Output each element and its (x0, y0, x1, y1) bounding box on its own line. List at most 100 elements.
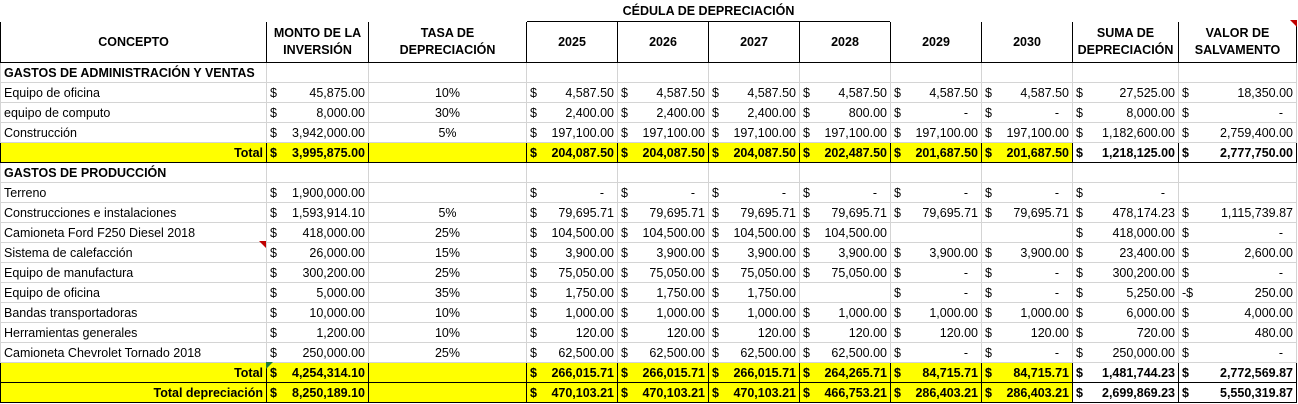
year-value-cell[interactable]: $104,500.00 (526, 222, 618, 243)
empty-cell[interactable] (617, 62, 709, 83)
total-label[interactable]: Total (0, 362, 267, 383)
total-year-value[interactable]: $204,087.50 (617, 142, 709, 163)
sum-cell[interactable]: $720.00 (1072, 322, 1179, 343)
year-value-cell[interactable]: $ - (981, 262, 1073, 283)
year-value-cell[interactable]: $79,695.71 (890, 202, 982, 223)
salvage-cell[interactable]: $ - (1178, 262, 1297, 283)
investment-cell[interactable]: $418,000.00 (266, 222, 369, 243)
investment-cell[interactable]: $1,900,000.00 (266, 182, 369, 203)
rate-cell[interactable]: 5% (368, 122, 527, 143)
year-value-cell[interactable]: $3,900.00 (799, 242, 891, 263)
year-value-cell[interactable]: $75,050.00 (799, 262, 891, 283)
investment-cell[interactable]: $1,200.00 (266, 322, 369, 343)
sum-cell[interactable]: $418,000.00 (1072, 222, 1179, 243)
concept-cell[interactable]: Bandas transportadoras (0, 302, 267, 323)
empty-cell[interactable] (890, 62, 982, 83)
salvage-cell[interactable]: $ - (1178, 222, 1297, 243)
sum-cell[interactable]: $300,200.00 (1072, 262, 1179, 283)
total-investment[interactable]: $4,254,314.10 (266, 362, 369, 383)
year-value-cell[interactable]: $79,695.71 (981, 202, 1073, 223)
investment-cell[interactable]: $3,942,000.00 (266, 122, 369, 143)
year-value-cell[interactable]: $62,500.00 (526, 342, 618, 363)
year-value-cell[interactable]: $4,587.50 (890, 82, 982, 103)
year-value-cell[interactable]: $4,587.50 (708, 82, 800, 103)
year-value-cell[interactable]: $79,695.71 (799, 202, 891, 223)
comment-indicator[interactable] (259, 241, 266, 248)
empty-cell[interactable] (266, 62, 369, 83)
year-value-cell[interactable]: $4,587.50 (981, 82, 1073, 103)
year-value-cell[interactable]: $197,100.00 (708, 122, 800, 143)
total-year-value[interactable]: $266,015.71 (617, 362, 709, 383)
year-value-cell[interactable]: $ - (981, 182, 1073, 203)
concept-cell[interactable]: Camioneta Ford F250 Diesel 2018 (0, 222, 267, 243)
year-value-cell[interactable]: $75,050.00 (708, 262, 800, 283)
year-value-cell[interactable]: $800.00 (799, 102, 891, 123)
total-sum[interactable]: $1,481,744.23 (1072, 362, 1179, 383)
concept-cell[interactable]: Equipo de oficina (0, 82, 267, 103)
concept-cell[interactable]: Construcciones e instalaciones (0, 202, 267, 223)
total-year-value[interactable]: $202,487.50 (799, 142, 891, 163)
sum-cell[interactable]: $ - (1072, 182, 1179, 203)
year-value-cell[interactable]: $2,400.00 (526, 102, 618, 123)
sum-cell[interactable]: $27,525.00 (1072, 82, 1179, 103)
total-year-value[interactable]: $84,715.71 (890, 362, 982, 383)
sum-cell[interactable]: $1,182,600.00 (1072, 122, 1179, 143)
year-value-cell[interactable]: $62,500.00 (708, 342, 800, 363)
total-rate-blank[interactable] (368, 362, 527, 383)
year-value-cell[interactable]: $197,100.00 (981, 122, 1073, 143)
concept-cell[interactable]: Sistema de calefacción (0, 242, 267, 263)
total-year-value[interactable]: $286,403.21 (981, 382, 1073, 403)
year-value-cell[interactable]: $ - (890, 262, 982, 283)
total-year-value[interactable]: $466,753.21 (799, 382, 891, 403)
header-year[interactable]: 2025 (526, 21, 618, 63)
header-monto[interactable]: MONTO DE LA INVERSIÓN (266, 21, 369, 63)
year-value-cell[interactable]: $62,500.00 (799, 342, 891, 363)
empty-cell[interactable] (1178, 162, 1297, 183)
salvage-cell[interactable]: -$ 250.00 (1178, 282, 1297, 303)
year-value-cell[interactable]: $1,000.00 (890, 302, 982, 323)
header-suma[interactable]: SUMA DE DEPRECIACIÓN (1072, 21, 1179, 63)
year-value-cell[interactable]: $3,900.00 (708, 242, 800, 263)
year-value-cell[interactable]: $104,500.00 (617, 222, 709, 243)
year-value-cell[interactable]: $197,100.00 (526, 122, 618, 143)
empty-cell[interactable] (890, 162, 982, 183)
year-value-cell[interactable] (890, 222, 982, 243)
header-year[interactable]: 2029 (890, 21, 982, 63)
empty-cell[interactable] (1072, 162, 1179, 183)
salvage-cell[interactable]: $1,115,739.87 (1178, 202, 1297, 223)
year-value-cell[interactable]: $1,000.00 (708, 302, 800, 323)
total-rate-blank[interactable] (368, 382, 527, 403)
year-value-cell[interactable]: $197,100.00 (890, 122, 982, 143)
salvage-cell[interactable]: $4,000.00 (1178, 302, 1297, 323)
investment-cell[interactable]: $10,000.00 (266, 302, 369, 323)
year-value-cell[interactable]: $120.00 (799, 322, 891, 343)
year-value-cell[interactable]: $2,400.00 (617, 102, 709, 123)
investment-cell[interactable]: $8,000.00 (266, 102, 369, 123)
year-value-cell[interactable] (981, 222, 1073, 243)
empty-cell[interactable] (368, 162, 527, 183)
empty-cell[interactable] (368, 62, 527, 83)
total-label[interactable]: Total (0, 142, 267, 163)
total-year-value[interactable]: $264,265.71 (799, 362, 891, 383)
empty-cell[interactable] (617, 162, 709, 183)
year-value-cell[interactable]: $197,100.00 (617, 122, 709, 143)
year-value-cell[interactable]: $62,500.00 (617, 342, 709, 363)
total-year-value[interactable]: $470,103.21 (617, 382, 709, 403)
year-value-cell[interactable]: $3,900.00 (981, 242, 1073, 263)
year-value-cell[interactable]: $75,050.00 (526, 262, 618, 283)
rate-cell[interactable] (368, 182, 527, 203)
year-value-cell[interactable]: $79,695.71 (708, 202, 800, 223)
total-year-value[interactable]: $266,015.71 (526, 362, 618, 383)
header-year[interactable]: 2027 (708, 21, 800, 63)
year-value-cell[interactable]: $3,900.00 (617, 242, 709, 263)
total-year-value[interactable]: $204,087.50 (526, 142, 618, 163)
year-value-cell[interactable]: $104,500.00 (708, 222, 800, 243)
total-year-value[interactable]: $84,715.71 (981, 362, 1073, 383)
empty-cell[interactable] (708, 62, 800, 83)
salvage-cell[interactable]: $ - (1178, 102, 1297, 123)
empty-cell[interactable] (526, 62, 618, 83)
year-value-cell[interactable]: $ - (890, 102, 982, 123)
year-value-cell[interactable]: $79,695.71 (617, 202, 709, 223)
year-value-cell[interactable]: $ - (981, 342, 1073, 363)
year-value-cell[interactable]: $79,695.71 (526, 202, 618, 223)
